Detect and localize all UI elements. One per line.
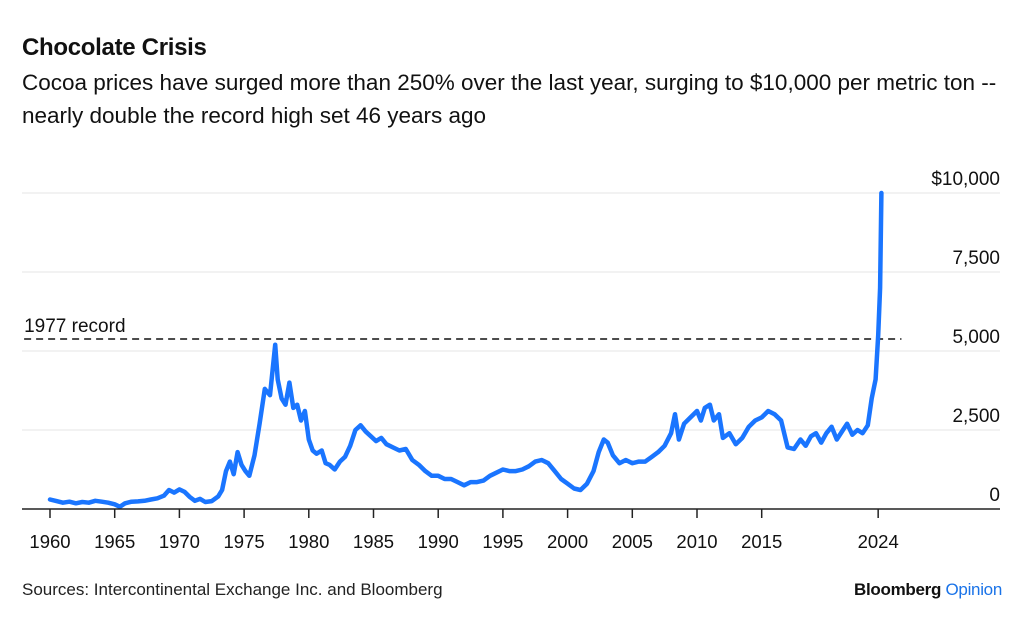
x-axis: 1960 1965 1970 1975 1980 1985 1990 1995 2000 2005…	[22, 508, 1000, 552]
x-tick-label: 2015	[741, 531, 782, 552]
x-tick-label: 2005	[612, 531, 653, 552]
y-tick-label: 7,500	[952, 248, 1000, 269]
x-tick-label: 1980	[288, 531, 329, 552]
y-tick-label: $10,000	[931, 169, 1000, 190]
x-tick-label: 1960	[29, 531, 70, 552]
brand-logo: Bloomberg Opinion	[854, 580, 1002, 600]
price-series-line	[47, 190, 884, 510]
series-group	[47, 190, 884, 510]
reference-line-group: 1977 record	[24, 316, 902, 340]
record-label: 1977 record	[24, 316, 125, 337]
x-tick-label: 1995	[482, 531, 523, 552]
source-note: Sources: Intercontinental Exchange Inc. …	[22, 580, 443, 599]
y-tick-label: 2,500	[952, 406, 1000, 427]
gridlines	[22, 192, 1000, 431]
x-tick-label: 1990	[418, 531, 459, 552]
x-tick-label: 1985	[353, 531, 394, 552]
x-tick-label: 2000	[547, 531, 588, 552]
y-tick-label: 5,000	[952, 327, 1000, 348]
x-tick-label: 2010	[676, 531, 717, 552]
chart-subtitle: Cocoa prices have surged more than 250% …	[22, 70, 997, 128]
x-tick-label: 1970	[159, 531, 200, 552]
chart-title: Chocolate Crisis	[22, 34, 207, 61]
y-tick-label: 0	[989, 485, 1000, 506]
y-axis-labels: 0 2,500 5,000 7,500 $10,000	[931, 169, 1000, 506]
x-tick-label: 1975	[224, 531, 265, 552]
x-tick-label: 2024	[858, 531, 899, 552]
brand-primary: Bloomberg	[854, 580, 942, 599]
x-tick-label: 1965	[94, 531, 135, 552]
brand-secondary: Opinion	[945, 580, 1003, 599]
